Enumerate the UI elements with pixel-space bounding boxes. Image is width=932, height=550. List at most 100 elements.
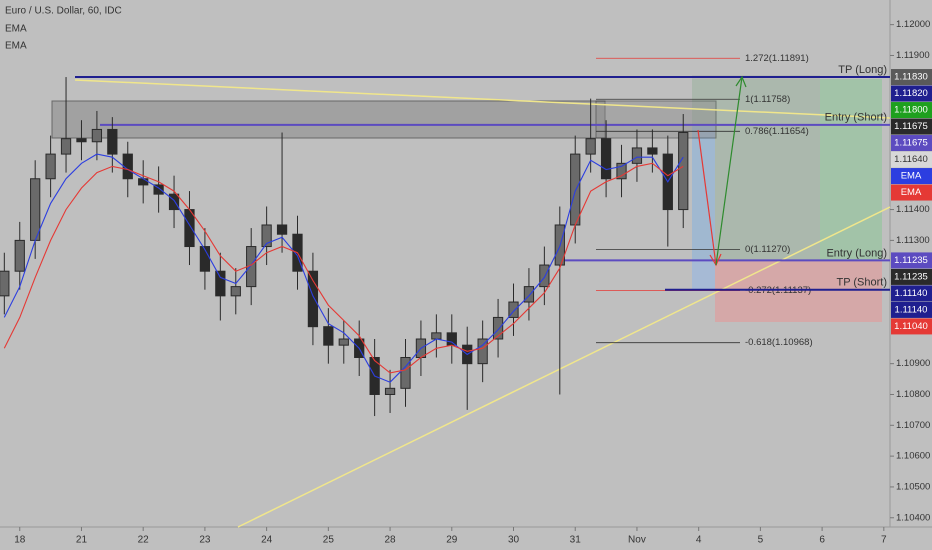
- price-tag-label: 1.11235: [894, 255, 928, 266]
- price-tag: [891, 118, 932, 135]
- chart-title: Euro / U.S. Dollar, 60, IDC: [5, 6, 122, 17]
- x-tick-label: Nov: [628, 535, 646, 546]
- candle-body: [323, 326, 334, 346]
- price-tag: [891, 318, 932, 335]
- y-tick-label: 1.10400: [896, 512, 930, 523]
- price-tag: [891, 252, 932, 269]
- y-tick-label: 1.10800: [896, 389, 930, 400]
- long-loss-zone: [715, 261, 882, 322]
- candle-body: [60, 138, 72, 155]
- price-tag: [891, 85, 932, 102]
- candle-body: [168, 193, 180, 211]
- level-label: Entry (Long): [826, 247, 887, 259]
- x-tick-label: 22: [138, 535, 150, 546]
- level-label: Entry (Short): [825, 112, 887, 124]
- candle-body: [0, 270, 10, 297]
- candle-body: [153, 184, 164, 195]
- level-label: TP (Short): [836, 277, 887, 289]
- price-tag: [891, 301, 932, 318]
- price-tag-label: 1.11830: [894, 72, 928, 83]
- y-tick-label: 1.11900: [896, 50, 930, 61]
- candle-body: [492, 316, 504, 340]
- candle-body: [600, 138, 612, 180]
- y-tick-label: 1.11400: [896, 204, 930, 215]
- y-tick-label: 1.10600: [896, 451, 930, 462]
- candle-body: [647, 147, 658, 155]
- price-tag-label: 1.11640: [894, 154, 928, 165]
- candle-body: [585, 138, 596, 155]
- x-tick-label: 23: [199, 535, 211, 546]
- candle-body: [307, 270, 319, 328]
- candle-body: [508, 301, 519, 318]
- price-tag: [891, 69, 932, 86]
- candle-body: [30, 178, 41, 241]
- x-tick-label: 4: [696, 535, 702, 546]
- x-tick-label: 28: [385, 535, 397, 546]
- x-tick-label: 18: [14, 535, 26, 546]
- x-tick-label: 6: [819, 535, 825, 546]
- arrow: [697, 129, 717, 266]
- ema-line: [3, 162, 684, 374]
- candle-body: [107, 128, 118, 155]
- price-tag-label: 1.11800: [894, 105, 928, 116]
- candle-body: [477, 338, 488, 365]
- candle-body: [338, 338, 349, 346]
- candle-body: [400, 356, 411, 389]
- price-tag: [891, 151, 932, 168]
- price-tag-label: EMA: [901, 187, 922, 198]
- price-tag-label: 1.11820: [894, 88, 928, 99]
- ema-line: [3, 153, 684, 383]
- candle-body: [261, 224, 272, 248]
- candle-body: [91, 128, 103, 143]
- y-tick-label: 1.11300: [896, 235, 930, 246]
- candle-body: [616, 162, 627, 180]
- price-tag: [891, 285, 932, 302]
- candle-body: [184, 209, 195, 248]
- level-label: TP (Long): [838, 64, 887, 76]
- y-tick-label: 1.10500: [896, 481, 930, 492]
- x-tick-label: 21: [76, 535, 88, 546]
- candle-body: [539, 264, 550, 288]
- trend-line: [74, 79, 891, 119]
- x-tick-label: 31: [570, 535, 582, 546]
- x-tick-label: 29: [446, 535, 458, 546]
- price-tag: [891, 168, 932, 185]
- candle-body: [76, 138, 87, 143]
- x-tick-label: 5: [758, 535, 764, 546]
- fib-label: 1(1.11758): [745, 94, 790, 105]
- price-tag: [891, 102, 932, 119]
- candle-body: [276, 224, 288, 235]
- candle-body: [14, 239, 25, 272]
- legend-entry: EMA: [5, 24, 27, 35]
- price-tag-label: 1.11040: [894, 321, 928, 332]
- price-tag: [891, 184, 932, 201]
- candle-body: [230, 286, 241, 297]
- candle-body: [431, 332, 442, 340]
- arrow: [715, 76, 743, 266]
- x-tick-label: 25: [323, 535, 335, 546]
- y-tick-label: 1.12000: [896, 19, 930, 30]
- candle-body: [45, 153, 56, 180]
- fib-label: 1.272(1.11891): [745, 53, 809, 64]
- arrow-head: [735, 75, 747, 88]
- legend-entry: EMA: [5, 41, 27, 52]
- candle-body: [570, 153, 581, 226]
- price-tag: [891, 268, 932, 285]
- price-tag-label: 1.11675: [894, 138, 928, 149]
- candle-body: [215, 270, 226, 297]
- supply-zone: [51, 100, 606, 139]
- candle-body: [384, 387, 396, 395]
- candle-body: [523, 286, 535, 303]
- x-tick-label: 24: [261, 535, 273, 546]
- candle-body: [446, 332, 457, 346]
- x-tick-label: 30: [508, 535, 520, 546]
- short-zone: [692, 125, 715, 291]
- price-tag-label: EMA: [901, 171, 922, 182]
- fib-label: 0.786(1.11654): [745, 126, 809, 137]
- fib-label: -0.618(1.10968): [745, 337, 813, 348]
- price-tag-label: 1.11140: [895, 304, 928, 315]
- candle-body: [631, 147, 643, 164]
- price-tag-label: 1.11675: [894, 121, 928, 132]
- price-tag-label: 1.11140: [895, 288, 928, 299]
